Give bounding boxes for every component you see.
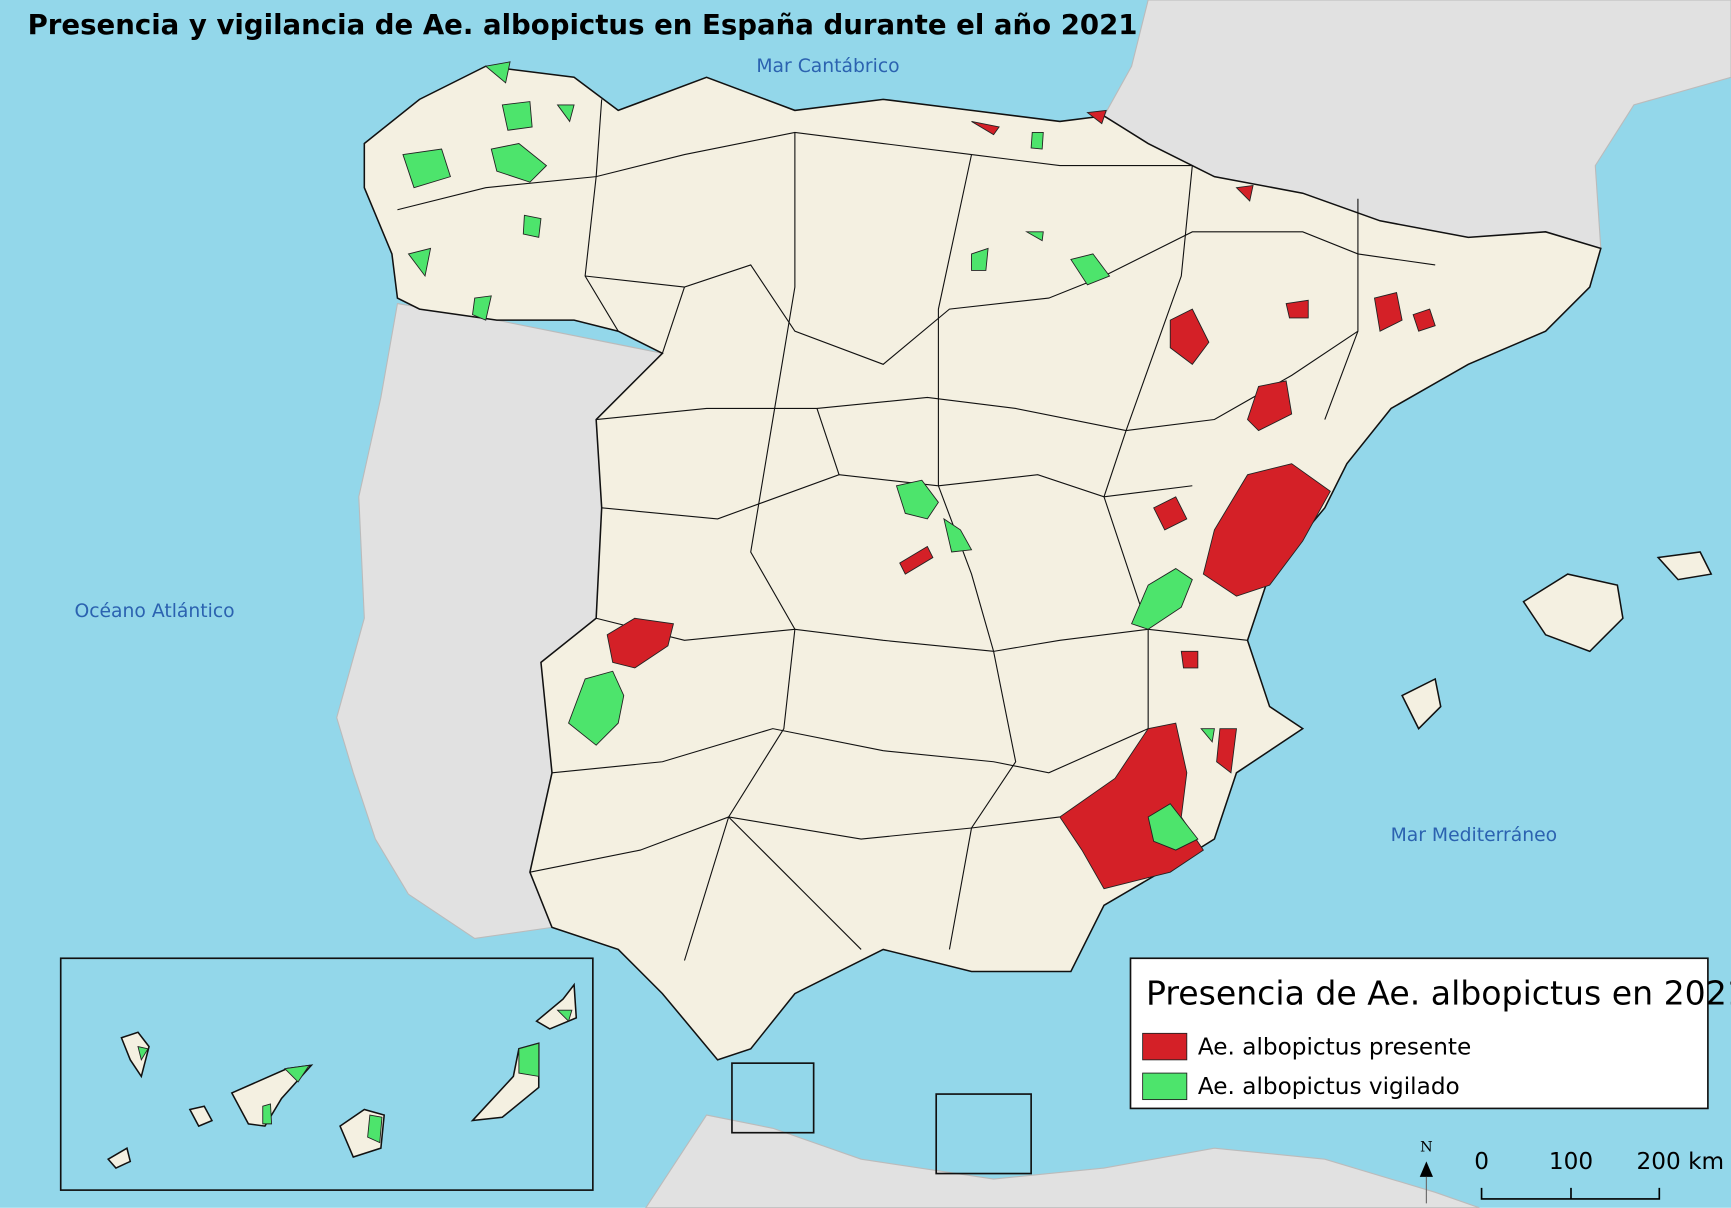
legend-swatch bbox=[1143, 1033, 1187, 1059]
map: Presencia y vigilancia de Ae. albopictus… bbox=[0, 0, 1731, 1208]
north-label: N bbox=[1420, 1139, 1433, 1155]
scale-label: 0 bbox=[1474, 1148, 1489, 1175]
legend-swatch bbox=[1143, 1073, 1187, 1099]
legend-label: Ae. albopictus presente bbox=[1198, 1033, 1471, 1060]
page: Mapa Ae. albopictus 2021 {"title": "Pres… bbox=[0, 0, 1731, 1208]
legend: Presencia de Ae. albopictus en 2021 Ae. … bbox=[1130, 958, 1731, 1108]
body: Presencia y vigilancia de Ae. albopictus… bbox=[0, 0, 1731, 1208]
legend-label: Ae. albopictus vigilado bbox=[1198, 1073, 1460, 1100]
scale-label: 200 km bbox=[1636, 1148, 1724, 1175]
map-content: Presencia y vigilancia de Ae. albopictus… bbox=[0, 0, 1731, 1208]
scale-label: 100 bbox=[1549, 1148, 1593, 1175]
sea-label: Mar Mediterráneo bbox=[1391, 825, 1558, 846]
map-title: Presencia y vigilancia de Ae. albopictus… bbox=[28, 8, 1138, 41]
sea-label: Mar Cantábrico bbox=[756, 56, 899, 77]
sea-label: Océano Atlántico bbox=[74, 601, 234, 622]
legend-title: Presencia de Ae. albopictus en 2021 bbox=[1146, 974, 1731, 1013]
